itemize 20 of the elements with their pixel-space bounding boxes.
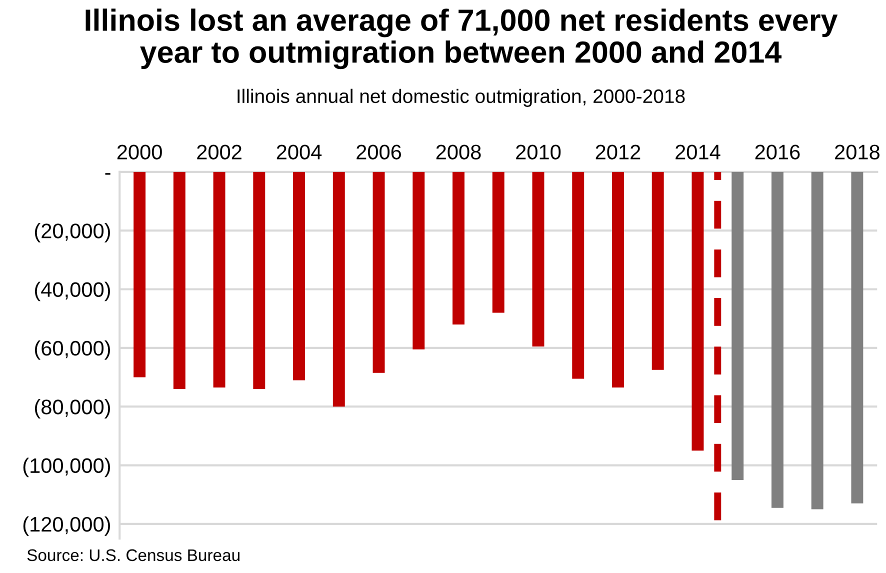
x-tick-label: 2018: [835, 144, 880, 160]
y-tick-label: (100,000): [23, 458, 110, 478]
y-tick-label: (120,000): [23, 516, 110, 536]
y-tick-label: (80,000): [34, 399, 110, 418]
x-tick-label: 2006: [356, 144, 402, 160]
chart-title: Illinois lost an average of 71,000 net residents every year to outmigration between 2000 and 2014: [86, 8, 838, 70]
y-tick-label: -: [105, 173, 110, 175]
source-note: Source: U.S. Census Bureau: [27, 549, 240, 562]
x-tick-label: 2004: [276, 144, 322, 160]
x-tick-label: 2008: [436, 144, 481, 160]
y-tick-label: (40,000): [34, 282, 110, 302]
x-tick-label: 2002: [197, 144, 242, 160]
x-tick-label: 2016: [755, 144, 800, 160]
x-tick-label: 2012: [596, 144, 640, 160]
x-tick-label: 2014: [676, 144, 720, 160]
y-tick-label: (60,000): [34, 340, 110, 360]
x-tick-label: 2010: [516, 144, 561, 160]
x-tick-label: 2000: [117, 144, 162, 160]
chart-subtitle: Illinois annual net domestic outmigration, 2000-2018: [238, 88, 685, 107]
y-tick-label: (20,000): [34, 223, 110, 242]
